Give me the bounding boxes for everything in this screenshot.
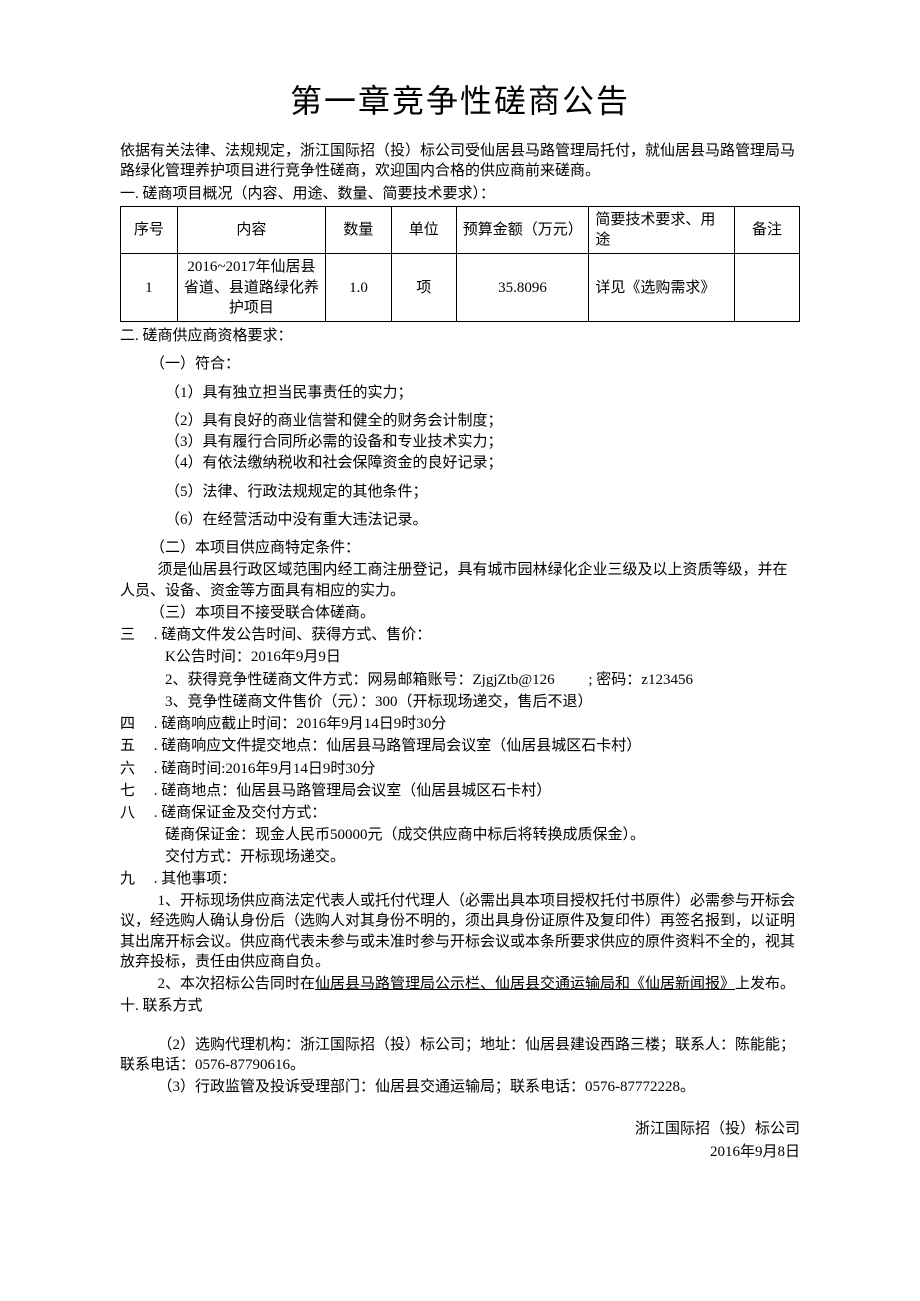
sec8-1: 磋商保证金：现金人民币50000元（成交供应商中标后将转换成质保金）。 [120, 825, 800, 845]
section-1-heading: 一. 磋商项目概况（内容、用途、数量、简要技术要求）： [120, 184, 800, 204]
sec3-3: 3、竞争性磋商文件售价（元）：300（开标现场递交，售后不退） [120, 692, 800, 712]
section-10-heading: 十. 联系方式 [120, 996, 800, 1016]
section-9-heading: 九 . 其他事项： [120, 869, 800, 889]
sec3-2: 2、获得竞争性磋商文件方式：网易邮箱账号：ZjgjZtb@126 ; 密码：z1… [120, 670, 800, 690]
sec10-3: （3）行政监管及投诉受理部门：仙居县交通运输局；联系电话：0576-877722… [120, 1077, 800, 1097]
signature-block: 浙江国际招（投）标公司 2016年9月8日 [120, 1119, 800, 1162]
section-3-heading: 三 . 磋商文件发公告时间、获得方式、售价： [120, 625, 800, 645]
section-4: 四 . 磋商响应截止时间：2016年9月14日9时30分 [120, 714, 800, 734]
th-remark: 备注 [734, 206, 799, 254]
td-req: 详见《选购需求》 [589, 254, 735, 322]
section-7: 七 . 磋商地点：仙居县马路管理局会议室（仙居县城区石卡村） [120, 781, 800, 801]
th-budget: 预算金额（万元） [456, 206, 589, 254]
sec3-1: K公告时间：2016年9月9日 [120, 647, 800, 667]
sec2-b: （二）本项目供应商特定条件： [120, 538, 800, 558]
th-qty: 数量 [326, 206, 392, 254]
sec2-b-text: 须是仙居县行政区域范围内经工商注册登记，具有城市园林绿化企业三级及以上资质等级，… [120, 560, 800, 601]
sec9-1: 1、开标现场供应商法定代表人或托付代理人（必需出具本项目授权托付书原件）必需参与… [120, 891, 800, 972]
sec2-a1: （1）具有独立担当民事责任的实力； [120, 383, 800, 403]
td-content: 2016~2017年仙居县省道、县道路绿化养护项目 [177, 254, 325, 322]
intro-paragraph: 依据有关法律、法规规定，浙江国际招（投）标公司受仙居县马路管理局托付，就仙居县马… [120, 141, 800, 182]
signature-date: 2016年9月8日 [120, 1142, 800, 1162]
section-8-heading: 八 . 磋商保证金及交付方式： [120, 803, 800, 823]
sec2-a5: （5）法律、行政法规规定的其他条件； [120, 482, 800, 502]
td-seq: 1 [121, 254, 178, 322]
td-unit: 项 [391, 254, 456, 322]
th-content: 内容 [177, 206, 325, 254]
sec2-c: （三）本项目不接受联合体磋商。 [120, 603, 800, 623]
sec2-a2: （2）具有良好的商业信誉和健全的财务会计制度； [120, 411, 800, 431]
th-req: 简要技术要求、用途 [589, 206, 735, 254]
section-5: 五 . 磋商响应文件提交地点：仙居县马路管理局会议室（仙居县城区石卡村） [120, 736, 800, 756]
sec10-2: （2）选购代理机构：浙江国际招（投）标公司；地址：仙居县建设西路三楼；联系人：陈… [120, 1035, 800, 1076]
table-row: 1 2016~2017年仙居县省道、县道路绿化养护项目 1.0 项 35.809… [121, 254, 800, 322]
project-table: 序号 内容 数量 单位 预算金额（万元） 简要技术要求、用途 备注 1 2016… [120, 206, 800, 322]
sec9-2b: 上发布。 [735, 976, 795, 992]
td-remark [734, 254, 799, 322]
th-seq: 序号 [121, 206, 178, 254]
sec9-2: 2、本次招标公告同时在仙居县马路管理局公示栏、仙居县交通运输局和《仙居新闻报》上… [120, 974, 800, 994]
section-2-heading: 二. 磋商供应商资格要求： [120, 326, 800, 346]
td-qty: 1.0 [326, 254, 392, 322]
sec2-a: （一）符合： [120, 354, 800, 374]
sec8-2: 交付方式：开标现场递交。 [120, 847, 800, 867]
sec9-2a: 2、本次招标公告同时在 [158, 976, 316, 992]
signature-org: 浙江国际招（投）标公司 [120, 1119, 800, 1139]
td-budget: 35.8096 [456, 254, 589, 322]
th-unit: 单位 [391, 206, 456, 254]
sec9-2-underline: 仙居县马路管理局公示栏、仙居县交通运输局和《仙居新闻报》 [315, 976, 735, 992]
table-header-row: 序号 内容 数量 单位 预算金额（万元） 简要技术要求、用途 备注 [121, 206, 800, 254]
section-6: 六 . 磋商时间:2016年9月14日9时30分 [120, 759, 800, 779]
sec2-a3: （3）具有履行合同所必需的设备和专业技术实力； [120, 432, 800, 452]
sec2-a6: （6）在经营活动中没有重大违法记录。 [120, 510, 800, 530]
sec2-a4: （4）有依法缴纳税收和社会保障资金的良好记录； [120, 453, 800, 473]
page-title: 第一章竞争性磋商公告 [120, 80, 800, 123]
